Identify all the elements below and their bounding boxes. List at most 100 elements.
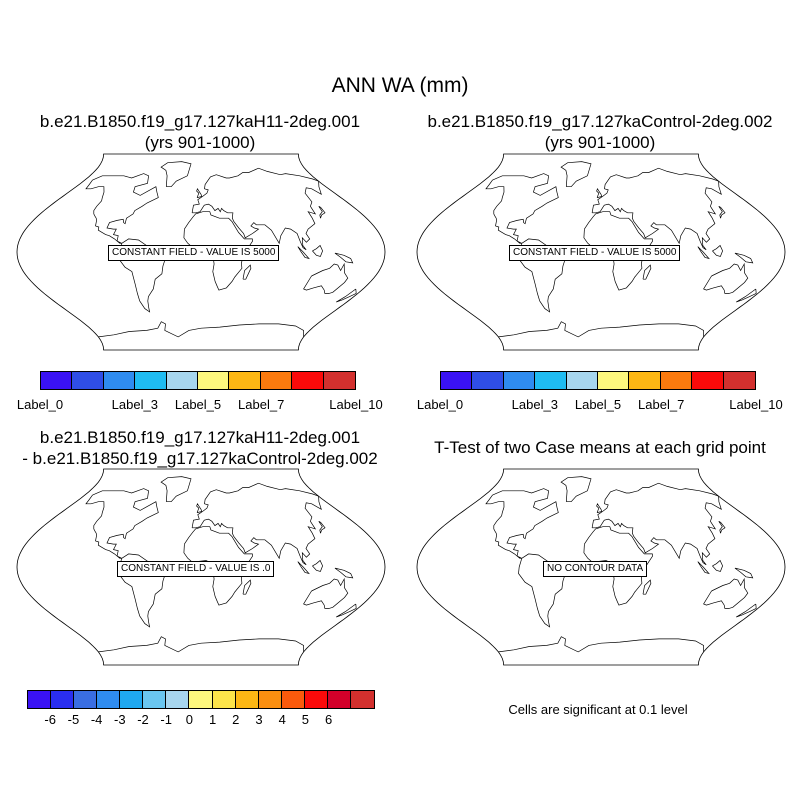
colorbar-tick-label: 6 [324, 712, 333, 727]
coastline [160, 476, 192, 503]
colorbar-tick-label: Label_0 [16, 397, 64, 412]
significance-note: Cells are significant at 0.1 level [508, 702, 688, 717]
coastline [596, 188, 603, 198]
coastline [712, 559, 723, 572]
colorbar-tick-label: Label_3 [111, 397, 158, 412]
colorbar-swatch [41, 372, 73, 389]
main-title: ANN WA (mm) [331, 74, 469, 97]
panel-1-title-line2: (yrs 901-1000) [144, 133, 256, 152]
colorbar-tick-label: 1 [208, 712, 217, 727]
coastline [703, 262, 749, 294]
coastline [303, 577, 349, 609]
coastline [334, 252, 354, 264]
coastline [498, 321, 704, 338]
colorbar-tick-label: Label_10 [729, 397, 783, 412]
colorbar-swatch [189, 691, 213, 708]
coastline [712, 244, 723, 257]
colorbar-tick-label: Label_7 [238, 397, 285, 412]
colorbar-case-2-labels: Label_0 Label_3 Label_5 Label_7 Label_10 [417, 397, 783, 413]
colorbar-tick-label: -4 [90, 712, 103, 727]
colorbar-swatch [281, 691, 305, 708]
colorbar-difference [27, 690, 375, 709]
colorbar-tick-label: Label_7 [638, 397, 685, 412]
coastline [498, 636, 704, 653]
coastline [160, 161, 192, 188]
coastline [485, 488, 559, 559]
panel-1-title: b.e21.B1850.f19_g17.127kaH11-2deg.001 (y… [0, 111, 400, 153]
coastline [591, 482, 722, 566]
coastline [303, 262, 349, 294]
coastline [196, 503, 203, 513]
colorbar-tick-label: -1 [160, 712, 172, 727]
panel-3-field-label: CONSTANT FIELD - VALUE IS .0 [117, 561, 275, 577]
panel-4-title: T-Test of two Case means at each grid po… [400, 437, 800, 458]
panel-1-map: CONSTANT FIELD - VALUE IS 5000 [16, 153, 386, 351]
colorbar-tick-label: -5 [67, 712, 80, 727]
coastline [697, 246, 710, 260]
colorbar-difference-labels: -6 -5 -4 -3 -2 -1 0 1 2 3 4 5 6 [27, 712, 375, 728]
coastline [560, 161, 592, 188]
coastline [196, 188, 203, 198]
colorbar-swatch [229, 372, 261, 389]
coastline [98, 636, 304, 653]
colorbar-swatch [97, 691, 121, 708]
coastline [318, 520, 326, 534]
panel-3-title-line1: b.e21.B1850.f19_g17.127kaH11-2deg.001 [39, 428, 361, 447]
colorbar-case-2 [440, 371, 756, 390]
coastline [336, 288, 357, 303]
panel-2-field-label: CONSTANT FIELD - VALUE IS 5000 [509, 245, 681, 261]
colorbar-tick-label: 4 [278, 712, 286, 727]
colorbar-swatch [660, 372, 693, 389]
colorbar-swatch [260, 372, 293, 389]
colorbar-swatch [441, 372, 473, 389]
coastline [336, 603, 357, 618]
panel-2-title: b.e21.B1850.f19_g17.127kaControl-2deg.00… [400, 111, 800, 153]
coastline [642, 579, 652, 595]
colorbar-tick-label: Label_10 [329, 397, 383, 412]
colorbar-swatch [692, 372, 724, 389]
colorbar-tick-label: -3 [114, 712, 126, 727]
coastline [734, 567, 754, 579]
coastline [697, 561, 710, 575]
coastline [334, 567, 354, 579]
colorbar-swatch [120, 691, 144, 708]
panel-2-title-line2: (yrs 901-1000) [544, 133, 656, 152]
coastline [297, 561, 310, 575]
coastline [312, 244, 323, 257]
coastline [191, 167, 322, 251]
colorbar-swatch [723, 372, 755, 389]
coastline [242, 579, 252, 595]
coastline [312, 559, 323, 572]
colorbar-swatch [304, 691, 328, 708]
colorbar-swatch [535, 372, 567, 389]
coastline [736, 603, 757, 618]
colorbar-case-1-labels: Label_0 Label_3 Label_5 Label_7 Label_10 [17, 397, 383, 413]
colorbar-tick-label: -6 [44, 712, 56, 727]
coastline [734, 252, 754, 264]
panel-1-title-line1: b.e21.B1850.f19_g17.127kaH11-2deg.001 [39, 112, 361, 131]
colorbar-tick-label: Label_0 [416, 397, 464, 412]
coastline [591, 167, 722, 251]
colorbar-swatch [350, 691, 374, 708]
colorbar-tick-label: 2 [232, 712, 240, 727]
colorbar-swatch [28, 691, 52, 708]
coastline [642, 264, 652, 280]
colorbar-swatch [212, 691, 236, 708]
colorbar-tick-label: 0 [185, 712, 194, 727]
coastline [85, 488, 159, 559]
colorbar-swatch [258, 691, 282, 708]
colorbar-swatch [166, 691, 190, 708]
colorbar-tick-label: Label_5 [574, 397, 622, 412]
colorbar-swatch [72, 372, 104, 389]
colorbar-swatch [197, 372, 230, 389]
coastline [191, 482, 322, 566]
colorbar-swatch [503, 372, 536, 389]
colorbar-tick-label: 5 [301, 712, 310, 727]
colorbar-swatch [566, 372, 598, 389]
colorbar-case-1 [40, 371, 356, 390]
colorbar-tick-label: Label_3 [511, 397, 558, 412]
colorbar-swatch [74, 691, 98, 708]
colorbar-tick-label: -2 [137, 712, 149, 727]
panel-4-map: NO CONTOUR DATA [416, 468, 786, 666]
coastline [85, 173, 159, 244]
